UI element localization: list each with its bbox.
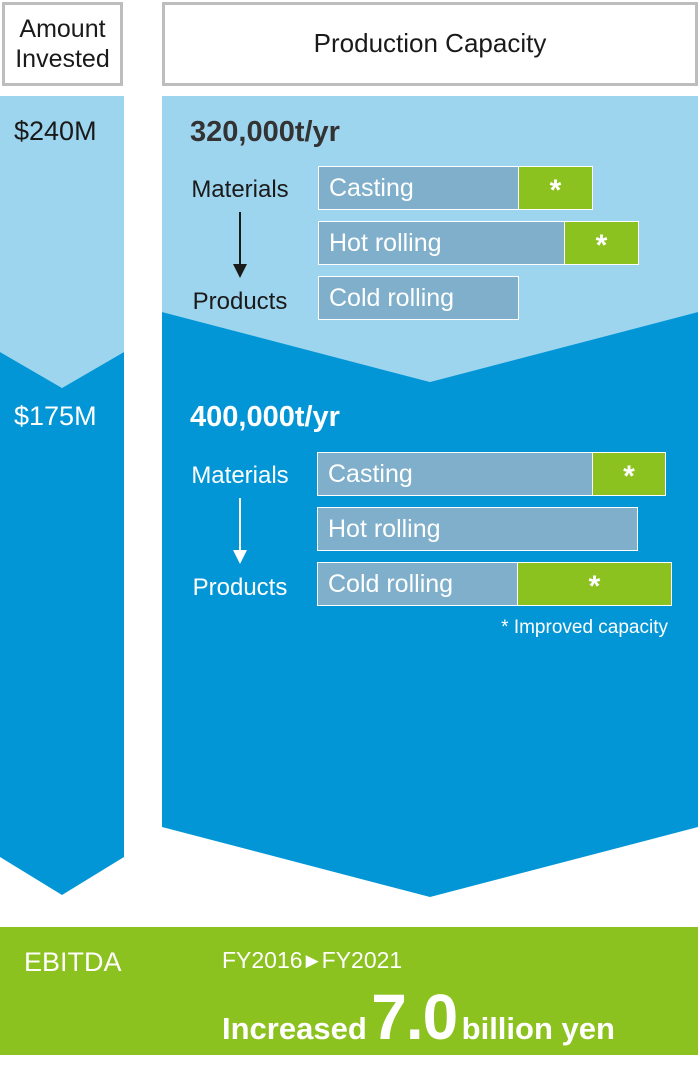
improved-capacity-footnote: * Improved capacity [501,617,668,638]
production-capacity-header: Production Capacity [162,2,698,86]
capacity-before: 320,000t/yr [190,116,340,148]
period-to: FY2021 [321,947,403,973]
amount-column-light [0,96,124,388]
arrow-down-icon [233,212,247,278]
process-casting-before: Casting [318,166,519,210]
process-label: Hot rolling [328,515,441,543]
improved-marker-casting-before: * [518,166,593,210]
ebitda-period: FY2016 ▶ FY2021 [222,947,402,974]
improved-marker-hot-rolling-before: * [564,221,639,265]
amount-before: $240M [14,116,97,146]
improved-marker-casting-after: * [592,452,666,496]
flow-to-before: Products [192,288,288,315]
amount-after: $175M [14,401,97,431]
amount-invested-header: Amount Invested [2,2,123,86]
arrow-down-icon [233,498,247,564]
process-label: Cold rolling [328,570,454,598]
process-hot-rolling-before: Hot rolling [318,221,565,265]
flow-from-after: Materials [191,462,289,489]
process-hot-rolling-after: Hot rolling [317,507,638,551]
ebitda-banner: EBITDA FY2016 ▶ FY2021 Increased 7.0 billi… [0,927,698,1055]
improved-marker-cold-rolling-after: * [517,562,672,606]
process-label: Casting [329,174,414,202]
flow-from-before: Materials [191,176,289,203]
process-cold-rolling-after: Cold rolling [317,562,518,606]
ebitda-value: 7.0 [371,981,458,1053]
process-casting-after: Casting [317,452,593,496]
production-capacity-header-label: Production Capacity [313,28,547,59]
play-triangle-icon: ▶ [305,951,319,970]
ebitda-unit: billion yen [461,1011,615,1046]
process-label: Hot rolling [329,229,442,257]
period-from: FY2016 [222,947,303,973]
capacity-after: 400,000t/yr [190,401,340,433]
flow-to-after: Products [192,574,288,601]
process-label: Casting [328,460,413,488]
amount-column-dark [0,352,124,895]
amount-invested-header-label: Amount Invested [15,15,110,73]
process-label: Cold rolling [329,284,455,312]
process-cold-rolling-before: Cold rolling [318,276,519,320]
ebitda-prefix: Increased [222,1011,367,1046]
ebitda-label: EBITDA [24,947,122,977]
ebitda-result: Increased 7.0 billion yen [222,985,615,1067]
